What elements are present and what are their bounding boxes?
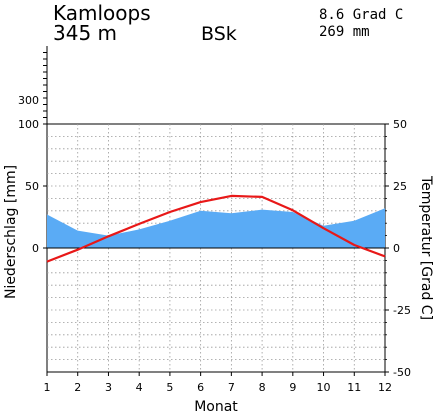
precipitation-series <box>46 208 386 248</box>
upper-precip-axis: 300 100 <box>18 46 48 131</box>
x-tick-label: 9 <box>289 381 296 394</box>
x-tick-label: 7 <box>228 381 235 394</box>
x-tick-label: 4 <box>136 381 143 394</box>
x-tick-label: 2 <box>74 381 81 394</box>
right-tick-label: 0 <box>393 242 400 255</box>
x-tick-label: 12 <box>378 381 392 394</box>
upper-tick-label: 300 <box>18 94 39 107</box>
temperature-line <box>46 194 386 263</box>
right-tick-label: -50 <box>393 366 411 379</box>
station-name: Kamloops <box>53 1 151 25</box>
x-tick-label: 11 <box>347 381 361 394</box>
x-axis-label: Monat <box>194 399 238 415</box>
precipitation-area <box>47 208 385 248</box>
x-tick-label: 10 <box>317 381 331 394</box>
x-tick-label: 6 <box>197 381 204 394</box>
left-tick-label: 0 <box>32 242 39 255</box>
mean-temperature: 8.6 Grad C <box>319 7 403 23</box>
right-tick-label: -25 <box>393 304 411 317</box>
right-tick-label: 25 <box>393 180 407 193</box>
x-tick-label: 5 <box>166 381 173 394</box>
upper-tick-label: 100 <box>18 118 39 131</box>
x-tick-label: 3 <box>105 381 112 394</box>
annual-precipitation: 269 mm <box>319 24 370 40</box>
left-tick-label: 50 <box>25 180 39 193</box>
left-axis-label: Niederschlag [mm] <box>3 165 19 299</box>
x-tick-label: 1 <box>44 381 51 394</box>
right-tick-label: 50 <box>393 118 407 131</box>
right-axis-label: Temperatur [Grad C] <box>418 175 434 320</box>
climate-class: BSk <box>201 23 237 45</box>
station-elevation: 345 m <box>53 21 117 45</box>
temperature-series <box>46 194 386 263</box>
x-tick-label: 8 <box>259 381 266 394</box>
